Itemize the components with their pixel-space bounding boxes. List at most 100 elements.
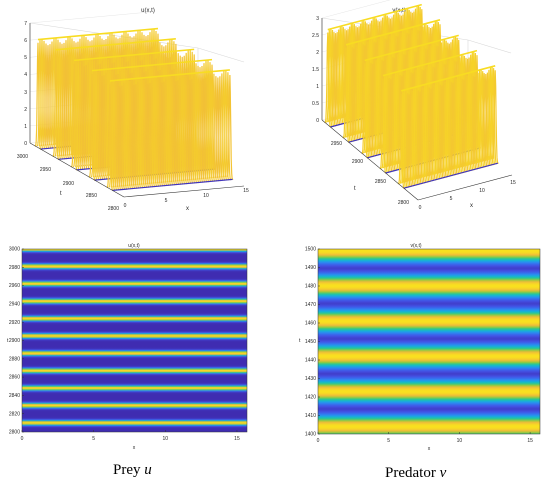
z-tick: 5 <box>24 55 27 61</box>
z-tick: 2 <box>24 107 27 113</box>
surface-ribs <box>34 27 234 192</box>
axis-lines <box>321 18 513 201</box>
x-tick-label: 10 <box>163 436 169 442</box>
caption-predator-symbol: v <box>439 465 447 481</box>
y-tick-label: 1480 <box>305 284 316 290</box>
z-tick: 1.5 <box>312 67 319 73</box>
axis-lines <box>29 23 245 198</box>
y-tick-label: 1400 <box>305 432 316 438</box>
y-ticks: 2800 2820 2840 2860 2880 2900 2920 2940 2960 2980… <box>9 247 24 436</box>
z-tick: 1 <box>24 124 27 130</box>
y-tick-label: 2900 <box>9 338 20 344</box>
z-tick: 6 <box>24 38 27 44</box>
y-tick-label: 2840 <box>9 393 20 399</box>
y-tick-label: 2880 <box>9 356 20 362</box>
y-ticks: 1400 1410 1420 1430 1440 1450 1460 1470 1480 1490… <box>305 247 320 438</box>
y-axis-label: t <box>60 191 62 197</box>
y-tick: 2800 <box>398 200 409 206</box>
x-tick: 15 <box>510 180 516 186</box>
x-tick-label: 10 <box>457 438 463 444</box>
caption-prey: Prey u <box>113 462 152 479</box>
x-tick-label: 5 <box>92 436 95 442</box>
y-tick-label: 1450 <box>305 339 316 345</box>
y-tick-label: 1470 <box>305 302 316 308</box>
x-tick: 5 <box>450 196 453 202</box>
y-tick: 3000 <box>17 154 28 160</box>
z-tick: 3 <box>24 90 27 96</box>
y-tick-label: 2940 <box>9 302 20 308</box>
y-tick-label: 1430 <box>305 376 316 382</box>
caption-predator: Predator v <box>385 465 446 482</box>
y-tick-label: 1410 <box>305 413 316 419</box>
heatmap-image <box>318 249 540 434</box>
surface-ribs <box>324 3 499 190</box>
z-ticks: 0 1 2 3 4 5 6 7 <box>24 21 27 147</box>
y-tick: 2900 <box>63 181 74 187</box>
y-axis-label: t <box>7 338 9 344</box>
z-ticks: 0 0.5 1 1.5 2 2.5 3 <box>312 16 319 124</box>
y-tick-label: 1460 <box>305 321 316 327</box>
x-tick: 0 <box>124 203 127 209</box>
y-tick-label: 1440 <box>305 358 316 364</box>
x-ticks: 0 5 10 15 <box>419 180 516 211</box>
x-axis-label: x <box>428 446 431 452</box>
y-tick-label: 1490 <box>305 265 316 271</box>
y-tick-label: 2800 <box>9 430 20 436</box>
y-tick-label: 1420 <box>305 395 316 401</box>
caption-prey-symbol: u <box>144 462 152 478</box>
y-ticks: 3000 2950 2900 2850 2800 <box>17 154 119 212</box>
z-tick: 2.5 <box>312 33 319 39</box>
u-surface-chart: u(x,t) 0 1 2 3 4 5 6 7 3000 2950 2900 28… <box>17 8 249 212</box>
z-tick: 4 <box>24 72 27 78</box>
x-tick-label: 5 <box>387 438 390 444</box>
v-heatmap-chart: v(x,t) 140014101420143014401450146014701… <box>299 243 541 452</box>
gridline <box>321 9 417 36</box>
y-tick-label: 1500 <box>305 247 316 253</box>
x-tick-label: 15 <box>527 438 533 444</box>
gridline <box>321 0 391 19</box>
y-tick-label: 2820 <box>9 411 20 417</box>
x-tick-label: 0 <box>317 438 320 444</box>
surface-peak <box>106 69 234 192</box>
y-tick-label: 3000 <box>9 247 20 253</box>
x-tick: 5 <box>165 198 168 204</box>
x-ticks: 0 5 10 15 <box>317 432 533 444</box>
gridline <box>29 11 151 24</box>
chart-title: v(x,t) <box>410 243 421 249</box>
y-tick-label: 2960 <box>9 283 20 289</box>
x-tick-label: 15 <box>234 436 240 442</box>
y-tick: 2950 <box>331 141 342 147</box>
chart-title: u(x,t) <box>128 243 140 249</box>
x-tick: 0 <box>419 205 422 211</box>
x-axis-label: x <box>186 206 189 212</box>
caption-prey-label: Prey <box>113 462 141 478</box>
y-tick: 2850 <box>375 179 386 185</box>
z-tick: 0 <box>316 118 319 124</box>
x-axis-label: x <box>133 445 136 451</box>
z-tick: 3 <box>316 16 319 22</box>
y-tick: 2850 <box>86 193 97 199</box>
z-tick: 2 <box>316 50 319 56</box>
y-ticks: 2950 2900 2850 2800 <box>331 141 409 206</box>
surface-peak <box>397 65 499 190</box>
x-tick-label: 0 <box>21 436 24 442</box>
y-axis-label: t <box>299 338 301 344</box>
x-tick: 10 <box>479 188 485 194</box>
v-surface-chart: v(x,t) 0 0.5 1 1.5 2 2.5 3 2950 2900 285… <box>312 0 516 211</box>
y-tick-label: 2980 <box>9 265 20 271</box>
y-axis-label: t <box>354 186 356 192</box>
y-tick: 2900 <box>352 159 363 165</box>
chart-title: u(x,t) <box>141 8 155 14</box>
z-tick: 0.5 <box>312 101 319 107</box>
y-tick: 2950 <box>40 167 51 173</box>
y-tick: 2800 <box>108 206 119 212</box>
heatmap-image <box>22 249 247 432</box>
x-tick: 15 <box>243 188 249 194</box>
z-tick: 0 <box>24 141 27 147</box>
x-ticks: 0 5 10 15 <box>21 430 240 442</box>
caption-predator-label: Predator <box>385 465 436 481</box>
z-tick: 1 <box>316 84 319 90</box>
x-ticks: 0 5 10 15 <box>124 188 249 209</box>
x-tick: 10 <box>203 193 209 199</box>
z-tick: 7 <box>24 21 27 27</box>
